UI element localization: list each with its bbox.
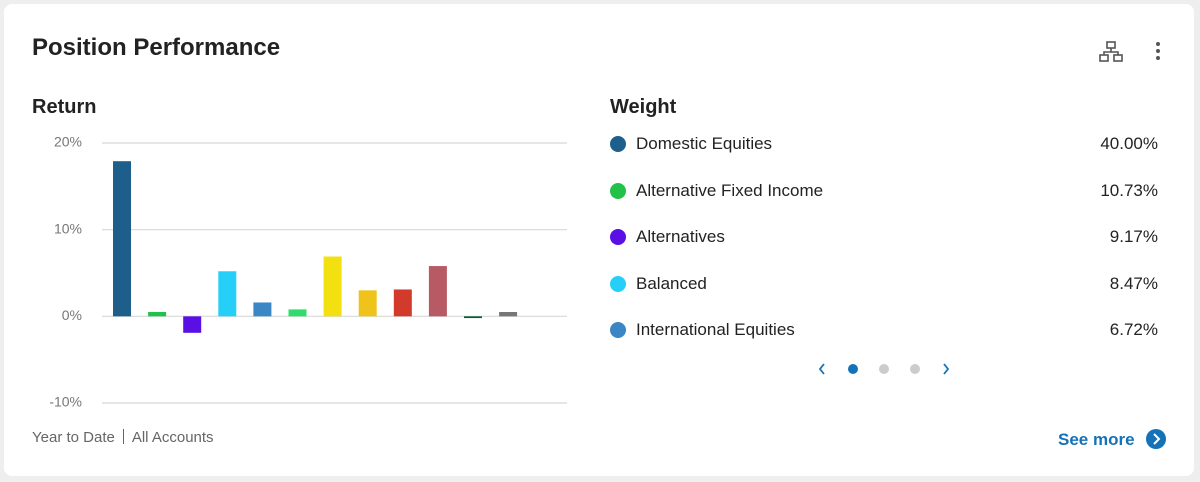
bar [499, 312, 518, 317]
legend-dot [610, 182, 626, 199]
weight-name: Alternative Fixed Income [636, 180, 824, 200]
weight-name: Alternatives [636, 227, 725, 246]
weight-name: Balanced [636, 273, 707, 293]
scope: All Accounts [131, 429, 214, 446]
period: Year to Date [32, 429, 115, 446]
card: Position Performance Return Weight -10% 0… [4, 4, 1194, 476]
footer-note: Year to Date All Accounts [32, 429, 214, 446]
weight-row: Alternative Fixed Income 10.73% [610, 179, 1158, 203]
bar [148, 312, 167, 317]
weight-row: International Equities 6.72% [610, 318, 1158, 342]
y-tick-label: -10% [49, 394, 82, 410]
bar [323, 256, 342, 317]
bar [183, 316, 202, 333]
weight-value: 40.00% [1100, 134, 1158, 153]
bar [393, 289, 412, 317]
y-tick-label: 20% [54, 134, 82, 150]
bar [428, 266, 447, 317]
pagination[interactable] [814, 360, 964, 378]
chart: -10% 0% 10% 20% [49, 134, 567, 410]
y-tick-label: 10% [54, 220, 82, 236]
weight-row: Balanced 8.47% [610, 272, 1158, 296]
card-title: Position Performance [32, 34, 281, 61]
link-icon[interactable] [1145, 428, 1167, 450]
weight-value: 10.73% [1100, 180, 1158, 200]
legend-dot [610, 275, 626, 292]
bar [253, 302, 272, 317]
bar [464, 316, 482, 319]
see-more-link[interactable]: See more [1058, 428, 1167, 450]
legend-dot [610, 136, 626, 152]
weight-value: 6.72% [1109, 320, 1158, 339]
weight-value: 9.17% [1109, 227, 1158, 246]
weight-value: 8.47% [1109, 273, 1158, 293]
hierarchy-icon[interactable] [1098, 40, 1124, 64]
bar [113, 161, 131, 317]
y-tick-label: 0% [62, 307, 82, 323]
bar [218, 271, 237, 317]
weight-row: Alternatives 9.17% [610, 225, 1158, 249]
legend-dot [610, 229, 626, 245]
bar [288, 309, 307, 317]
link-text[interactable]: See more [1058, 430, 1135, 449]
weight-title: Weight [610, 96, 677, 118]
weight-row: Domestic Equities 40.00% [610, 132, 1158, 156]
chart-title: Return [32, 96, 97, 118]
bar [358, 290, 377, 317]
legend-dot [610, 322, 626, 338]
menu-icon[interactable] [1152, 40, 1164, 64]
weight-name: Domestic Equities [636, 134, 773, 153]
weight-name: International Equities [636, 320, 795, 339]
